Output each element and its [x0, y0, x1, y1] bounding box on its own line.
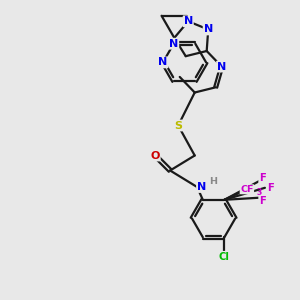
Text: N: N [158, 57, 167, 68]
Text: 3: 3 [257, 188, 262, 197]
Text: Cl: Cl [219, 252, 230, 262]
Text: H: H [209, 177, 217, 186]
Text: N: N [169, 39, 178, 49]
Text: S: S [174, 121, 182, 130]
Text: F: F [259, 196, 266, 206]
Text: O: O [150, 151, 160, 160]
Text: CF: CF [240, 185, 254, 194]
Text: N: N [217, 61, 226, 72]
Text: N: N [184, 16, 193, 26]
Text: N: N [204, 25, 213, 34]
Text: F: F [259, 173, 266, 183]
Text: N: N [197, 182, 206, 192]
Text: F: F [268, 183, 274, 193]
